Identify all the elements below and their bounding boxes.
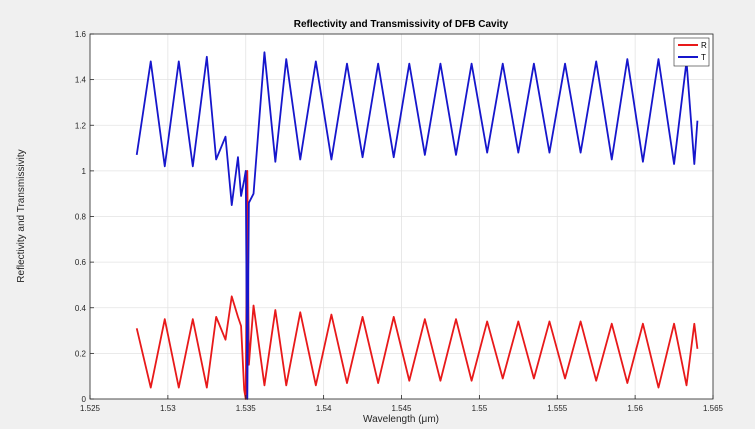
legend-box [673, 37, 710, 67]
y-tick-label: 0.6 [75, 258, 87, 267]
series-layer [135, 51, 699, 400]
series-line-T [135, 51, 699, 400]
legend-label-R: R [701, 41, 707, 50]
x-axis-label: Wavelength (μm) [363, 414, 439, 425]
x-tick-label: 1.545 [391, 404, 412, 413]
y-tick-label: 1.6 [75, 30, 87, 39]
x-tick-label: 1.555 [547, 404, 568, 413]
x-tick-label: 1.565 [703, 404, 724, 413]
y-axis-label: Reflectivity and Transmissivity [16, 149, 27, 282]
chart-title: Reflectivity and Transmissivity of DFB C… [294, 19, 509, 30]
y-tick-label: 0.8 [75, 213, 87, 222]
grid [89, 33, 714, 400]
y-tick-label: 0.2 [75, 349, 87, 358]
x-tick-label: 1.525 [80, 404, 101, 413]
x-tick-label: 1.535 [236, 404, 257, 413]
x-tick-label: 1.56 [627, 404, 643, 413]
series-line-R [135, 169, 699, 400]
x-tick-label: 1.53 [160, 404, 176, 413]
y-tick-label: 0.4 [75, 304, 87, 313]
legend-label-T: T [701, 53, 706, 62]
x-tick-label: 1.54 [316, 404, 332, 413]
y-tick-label: 1.2 [75, 121, 87, 130]
y-tick-label: 1 [82, 167, 87, 176]
y-tick-label: 0 [82, 395, 87, 404]
y-axis: 0 0.2 0.4 0.6 0.8 1 1.2 1.4 1.6 [75, 30, 94, 404]
x-tick-label: 1.55 [472, 404, 488, 413]
y-tick-label: 1.4 [75, 76, 87, 85]
x-axis: 1.525 1.53 1.535 1.54 1.545 1.55 1.555 1.56 1.56… [80, 395, 724, 413]
legend: RT [673, 37, 710, 67]
